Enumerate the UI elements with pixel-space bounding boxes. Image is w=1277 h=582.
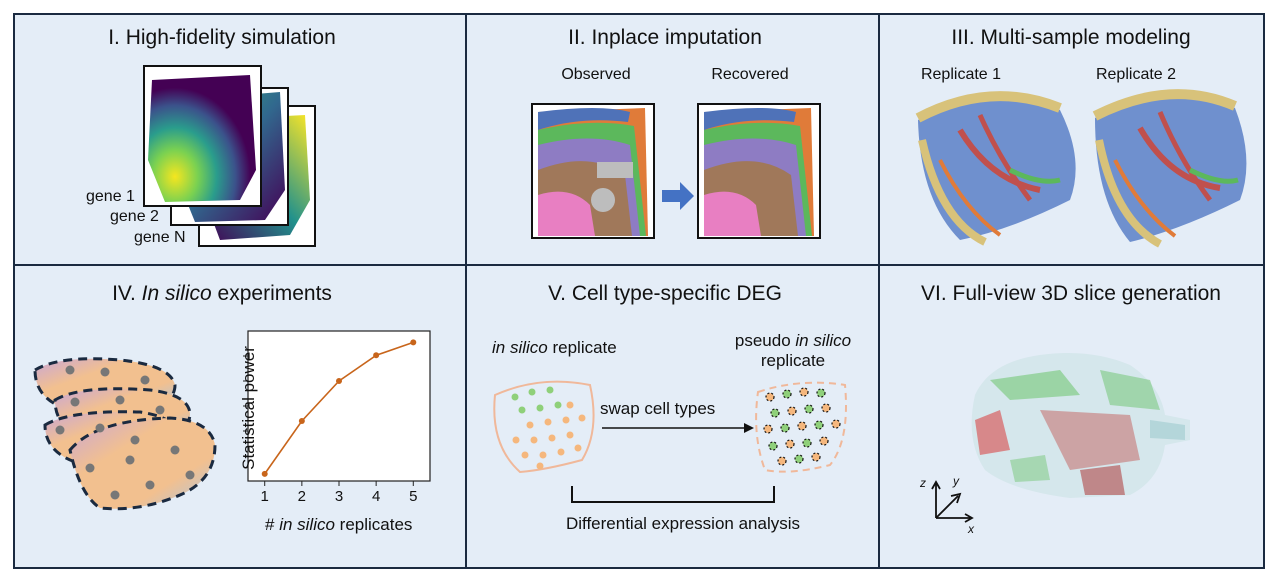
- x-tick-label: 4: [372, 488, 380, 505]
- x-tick-label: 2: [298, 488, 306, 505]
- panel-2-title: II. Inplace imputation: [568, 26, 762, 49]
- gene-1-label: gene 1: [86, 188, 135, 205]
- z-axis-letter: z: [920, 476, 926, 490]
- observed-label: Observed: [561, 66, 631, 83]
- pseudo-replicate-label: pseudo in silico replicate: [734, 331, 852, 370]
- panel-divider: [15, 264, 1263, 266]
- plot-area: [247, 330, 431, 482]
- y-axis-label: Statistical power: [239, 346, 258, 470]
- x-tick-label: 3: [335, 488, 343, 505]
- x-tick-label: 5: [409, 488, 417, 505]
- panel-3-title: III. Multi-sample modeling: [951, 26, 1191, 49]
- panel-1-title: I. High-fidelity simulation: [108, 26, 336, 49]
- x-axis-label: # in silico replicates: [265, 515, 413, 534]
- in-silico-replicate-label: in silico replicate: [492, 338, 617, 357]
- data-point: [261, 470, 268, 477]
- gene-2-label: gene 2: [110, 208, 159, 225]
- panel-5-title: V. Cell type-specific DEG: [548, 282, 782, 305]
- replicate-1-label: Replicate 1: [920, 66, 1002, 83]
- panel-6-title: VI. Full-view 3D slice generation: [921, 282, 1221, 305]
- recovered-label: Recovered: [711, 66, 789, 83]
- data-point: [373, 352, 380, 359]
- data-point: [410, 339, 417, 346]
- panel-divider: [878, 15, 880, 567]
- panel-divider: [465, 15, 467, 567]
- x-axis-letter: x: [968, 522, 974, 536]
- data-point: [298, 418, 305, 424]
- gene-n-label: gene N: [134, 229, 186, 246]
- y-axis-letter: y: [953, 474, 959, 488]
- swap-cell-types-label: swap cell types: [600, 399, 716, 418]
- x-tick-label: 1: [261, 488, 269, 505]
- power-line-chart: 1 2 3 4 5: [243, 330, 431, 505]
- data-point: [336, 378, 342, 384]
- differential-expression-label: Differential expression analysis: [565, 514, 801, 533]
- replicate-2-label: Replicate 2: [1095, 66, 1177, 83]
- panel-4-title: IV. In silico experiments: [112, 282, 332, 305]
